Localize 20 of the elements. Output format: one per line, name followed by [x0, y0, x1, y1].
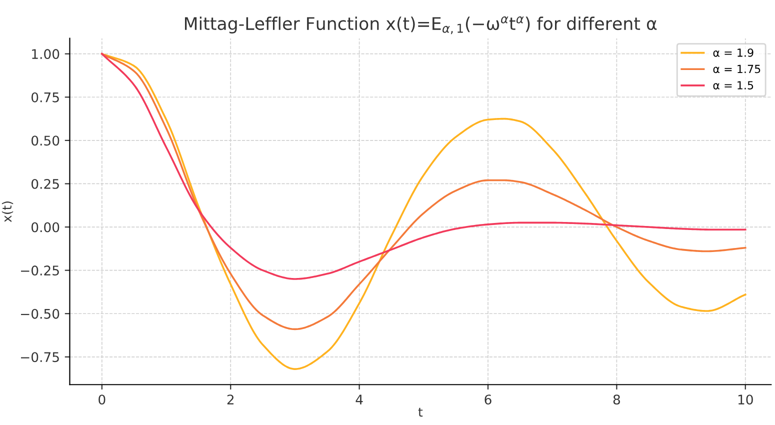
y-tick-label: 0.25: [32, 178, 59, 189]
chart-title: Mittag-Leffler Function x(t)=E$_{α,1}$(−ω$^{α}$t$^{α}$) for different α: [184, 16, 657, 34]
legend-label: α = 1.5: [713, 81, 754, 90]
x-tick-label: 0: [98, 394, 106, 405]
legend-label: α = 1.9: [713, 48, 754, 57]
x-tick-label: 10: [738, 394, 753, 405]
y-tick-label: 0.50: [32, 136, 60, 146]
x-tick-label: 2: [227, 394, 234, 404]
x-tick-label: 4: [356, 394, 363, 404]
x-tick-label: 8: [613, 394, 620, 405]
y-tick-label: 1.00: [32, 49, 60, 60]
legend-label: α = 1.75: [713, 64, 760, 74]
y-tick-label: −0.25: [20, 266, 59, 276]
y-tick-label: −0.50: [20, 308, 60, 319]
y-axis-title: x(t): [2, 201, 14, 222]
x-tick-label: 6: [484, 394, 492, 405]
y-tick-label: 0.75: [32, 92, 59, 102]
x-axis-title: t: [418, 408, 423, 417]
y-tick-label: 0.00: [32, 222, 60, 232]
y-tick-label: −0.75: [20, 352, 59, 362]
